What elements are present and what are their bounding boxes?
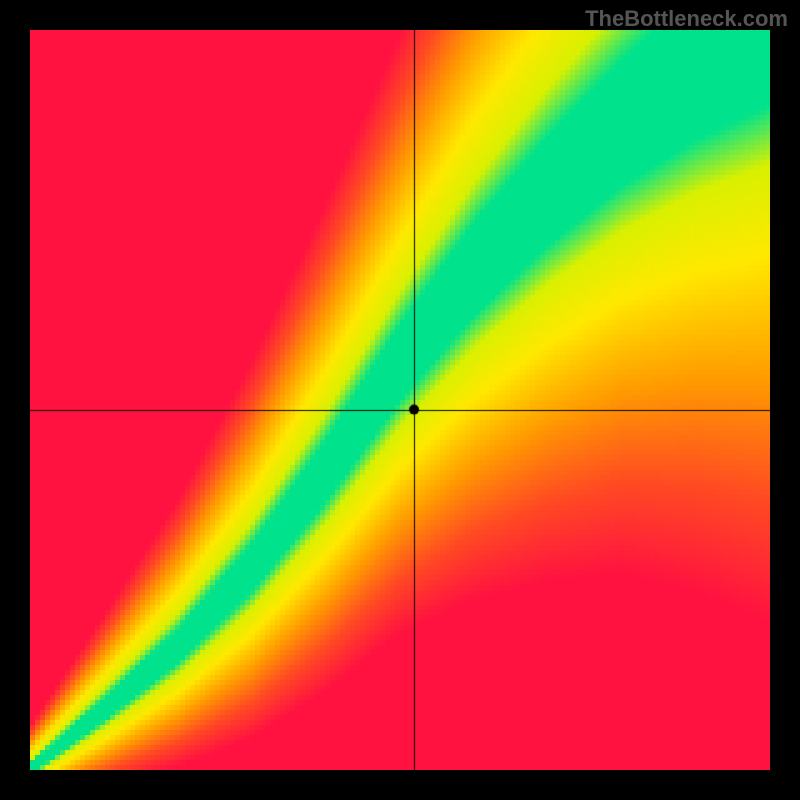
watermark-source: TheBottleneck.com (585, 6, 788, 32)
crosshair-overlay (30, 30, 770, 770)
